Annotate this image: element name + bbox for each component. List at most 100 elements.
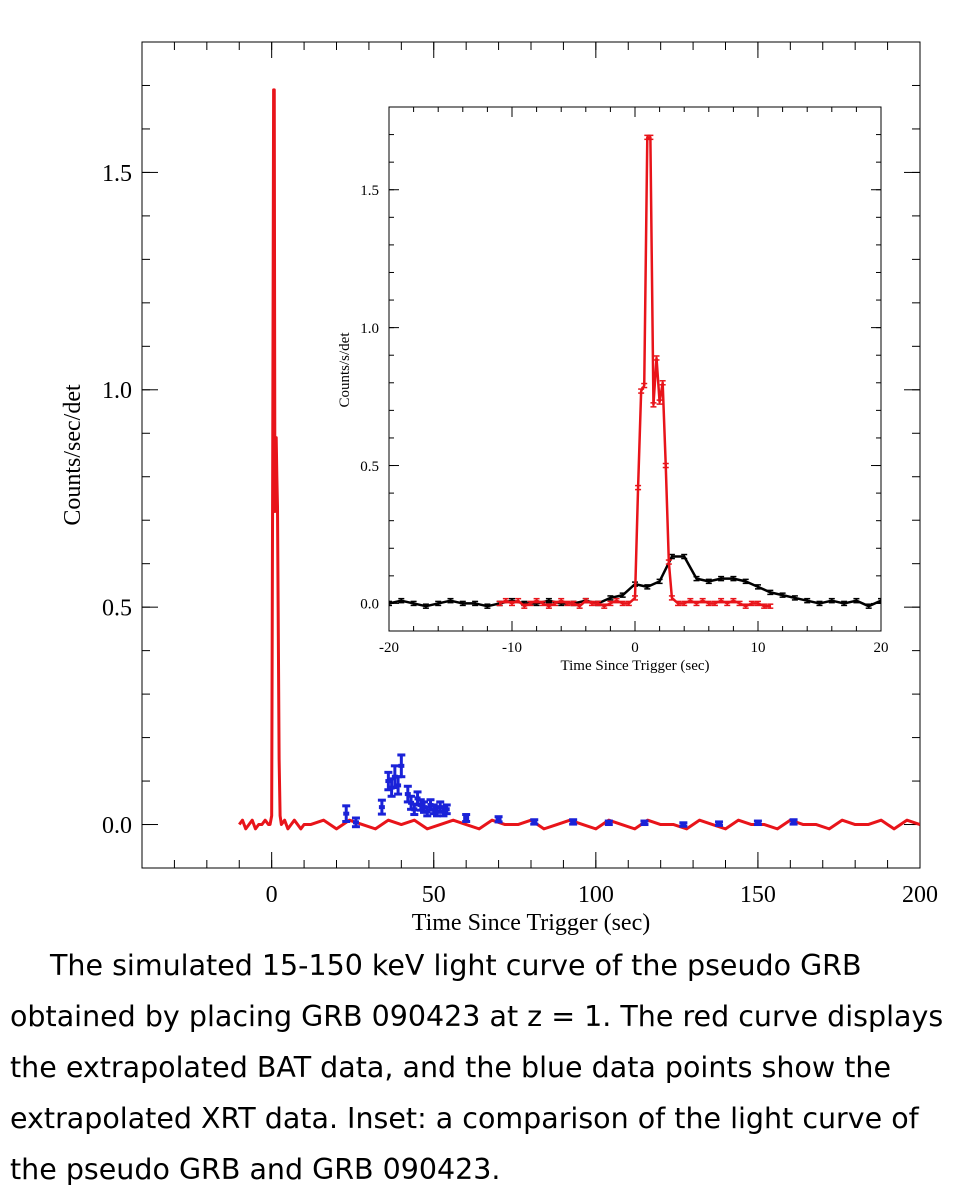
- inset-series-0-point: [484, 603, 491, 609]
- inset-plot: -20 -10 0 10 20 0.0 0.5 1.0 1.5: [360, 106, 889, 656]
- inset-series-0-point: [705, 578, 712, 585]
- main-series-1-point: [494, 815, 503, 824]
- inset-series-1-point: [502, 597, 509, 604]
- inset-series-0-point: [545, 597, 552, 604]
- main-series-1-point: [715, 820, 724, 827]
- inset-series-0-point: [865, 603, 872, 609]
- inset-series-1-point: [509, 600, 515, 607]
- inset-series-1-point: [533, 597, 540, 604]
- inset-series-0-point: [459, 600, 466, 607]
- main-series-1-point: [604, 819, 613, 827]
- inset-series-1-point: [687, 597, 694, 604]
- inset-x-tick-label: -20: [379, 640, 399, 656]
- inset-series-1-point: [539, 600, 546, 607]
- inset-series-1-point: [619, 600, 626, 607]
- inset-series-1-point: [659, 380, 666, 386]
- inset-series-1-point: [711, 600, 718, 607]
- inset-y-tick-label: 0.0: [360, 597, 379, 613]
- inset-x-tick-label: 20: [874, 640, 889, 656]
- main-x-axis-label: Time Since Trigger (sec): [412, 910, 650, 936]
- figure-caption: The simulated 15-150 keV light curve of …: [10, 949, 944, 1186]
- inset-series-0-point: [755, 584, 761, 590]
- inset-series-0-point: [398, 597, 405, 604]
- inset-series-1-point: [662, 462, 669, 469]
- inset-series-0-point: [681, 553, 688, 560]
- inset-x-tick-label: 10: [751, 640, 766, 656]
- inset-series-0-point: [447, 597, 454, 604]
- inset-series-1-point: [564, 600, 571, 607]
- inset-series-1-point: [718, 597, 725, 604]
- main-series-1-point: [351, 816, 360, 829]
- inset-series-0-point: [389, 600, 392, 607]
- inset-series-1-point: [748, 600, 755, 607]
- inset-series-1-point: [665, 559, 672, 565]
- main-x-tick-label: 100: [578, 882, 614, 908]
- inset-series-1-point: [601, 603, 608, 609]
- inset-series-0-point: [804, 597, 811, 604]
- inset-series-0-point: [435, 600, 442, 607]
- inset-series-1-point: [558, 597, 565, 604]
- inset-series-1-point: [693, 600, 700, 607]
- inset-series-1-point: [668, 595, 675, 601]
- main-series-1-point: [530, 818, 539, 826]
- main-x-tick-label: 50: [422, 882, 446, 908]
- inset-series-0-point: [742, 578, 749, 585]
- main-series-1-point: [462, 813, 471, 823]
- inset-series-0-point: [718, 575, 725, 582]
- inset-series-1-point: [588, 600, 595, 607]
- inset-series-1-point: [607, 600, 614, 607]
- inset-y-tick-label: 1.0: [360, 321, 379, 337]
- main-series-1-point: [377, 798, 386, 816]
- inset-series-1-point: [635, 484, 642, 491]
- main-series-1-point: [679, 821, 688, 828]
- inset-series-1-point: [736, 600, 743, 607]
- inset-series-1-point: [625, 600, 632, 607]
- main-series-1-point: [342, 804, 351, 823]
- inset-x-tick-label: -10: [502, 640, 522, 656]
- inset-series-0-point: [422, 603, 429, 609]
- inset-series-1-point: [724, 600, 731, 607]
- inset-series-1-point: [705, 600, 712, 607]
- inset-y-axis-label: Counts/s/det: [337, 332, 353, 408]
- inset-series-1-point: [582, 597, 589, 604]
- inset-series-1-point: [576, 603, 583, 609]
- inset-series-1-point: [699, 597, 706, 604]
- inset-series-1-point: [755, 600, 761, 607]
- inset-series-0-point: [779, 592, 786, 598]
- main-series-0-line: [238, 88, 920, 831]
- inset-series-1-point: [545, 603, 552, 609]
- inset-series-1-point: [650, 402, 657, 408]
- inset-series-0-point: [878, 597, 881, 604]
- inset-y-tick-label: 0.5: [360, 459, 379, 475]
- inset-plot-frame: [388, 106, 882, 632]
- inset-series-1-point: [653, 355, 660, 361]
- inset-series-0-point: [410, 600, 417, 607]
- figure: 0 50 100 150 200 0.0 0.5 1.0 1.5 -20 -10 0 10 20 0.0 0…: [60, 41, 938, 936]
- inset-series-1-point: [681, 600, 688, 607]
- inset-series-0-point: [693, 575, 700, 582]
- inset-series-1-point: [527, 600, 534, 607]
- inset-series-0-point: [767, 589, 774, 596]
- main-y-tick-label: 1.5: [102, 161, 132, 187]
- main-series-1-point: [640, 819, 649, 827]
- main-series-1-point: [753, 819, 762, 827]
- inset-series-1-point: [521, 603, 528, 609]
- main-series-1-point: [397, 753, 406, 779]
- main-y-tick-label: 0.5: [102, 596, 132, 622]
- inset-series-0-point: [853, 597, 860, 604]
- inset-series-1-point: [675, 600, 682, 607]
- inset-series-0-point: [656, 578, 663, 585]
- inset-y-tick-label: 1.5: [360, 183, 379, 199]
- main-x-tick-label: 150: [740, 882, 776, 908]
- inset-series-1-point: [761, 603, 768, 609]
- main-y-axis-label: Counts/sec/det: [60, 384, 86, 526]
- inset-series-1-point: [742, 603, 749, 609]
- inset-series-1-point: [552, 600, 559, 607]
- light-curve-chart: 0 50 100 150 200 0.0 0.5 1.0 1.5 -20 -10 0 10 20 0.0 0…: [60, 41, 938, 936]
- main-x-tick-label: 200: [902, 882, 938, 908]
- inset-series-0-point: [828, 597, 835, 604]
- inset-series-1-point: [641, 382, 648, 389]
- inset-series-0-point: [619, 592, 626, 598]
- inset-series-1-point: [638, 388, 645, 394]
- inset-series-1-point: [515, 597, 522, 604]
